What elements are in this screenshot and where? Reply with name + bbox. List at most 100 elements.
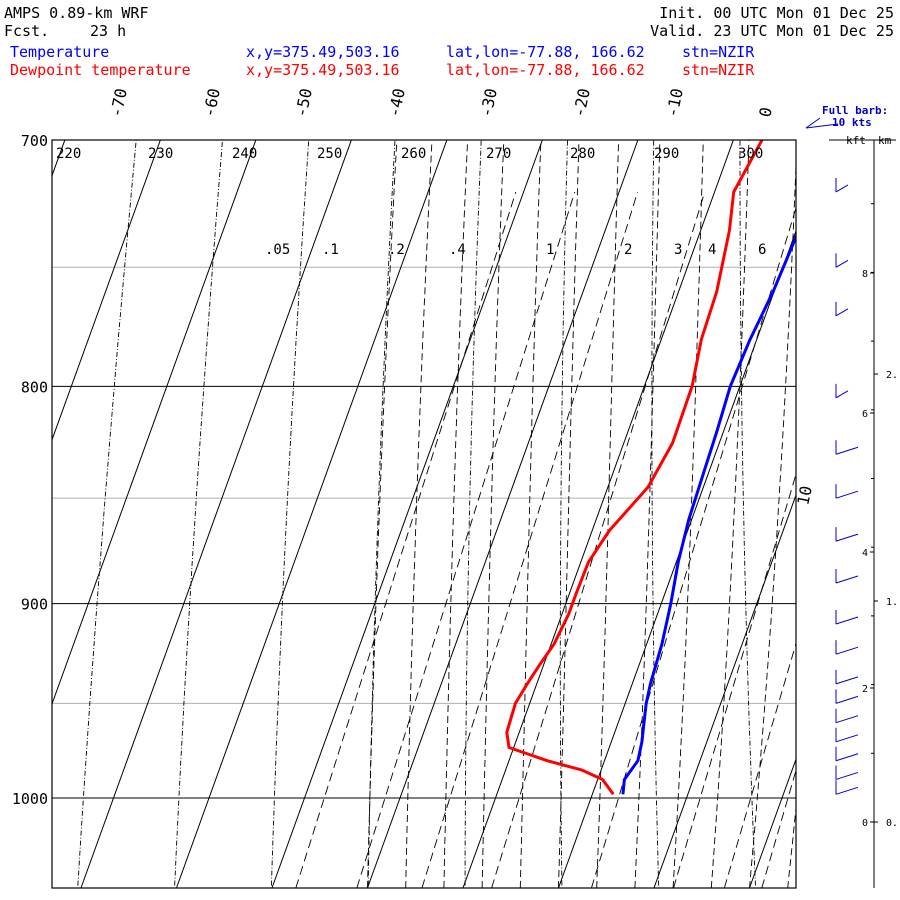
temp-latlon: lat,lon=-77.88, 166.62: [446, 43, 645, 61]
wind-barb: [835, 177, 849, 193]
temp-xy: x,y=375.49,503.16: [246, 43, 400, 61]
theta-label: 220: [56, 146, 81, 162]
moist-adiabat: [443, 140, 469, 888]
moist-adiabat: [672, 140, 704, 888]
wind-barb: [835, 440, 859, 455]
wind-barb: [835, 383, 849, 399]
km-tick-label: 1.: [886, 597, 898, 608]
barb-flag: [835, 646, 859, 655]
wind-barb: [835, 746, 859, 762]
isotherm: [366, 140, 639, 888]
theta-label: 250: [317, 146, 342, 162]
isotherm: [52, 140, 66, 178]
fcst-value: 23 h: [90, 22, 127, 40]
isotherm: [175, 140, 448, 888]
pressure-label: 800: [21, 378, 48, 396]
wind-barb: [835, 689, 859, 704]
barb-flag: [835, 575, 859, 584]
theta-label: 230: [148, 146, 173, 162]
barb-key-flag: [805, 123, 839, 129]
kft-label: kft: [846, 134, 866, 147]
pressure-label: 700: [21, 132, 48, 150]
mixing-ratio-line: [723, 642, 796, 888]
init-time: Init. 00 UTC Mon 01 Dec 25: [659, 4, 894, 22]
barb-flag: [835, 616, 859, 625]
isotherm: [462, 140, 734, 888]
mixing-ratio-label: 2: [624, 242, 632, 258]
wind-barb: [835, 527, 859, 542]
moist-adiabat: [519, 140, 542, 888]
fcst-label: Fcst.: [4, 22, 50, 40]
mixing-ratio-label: .1: [322, 242, 339, 258]
wind-barb: [835, 253, 849, 268]
barb-flag: [835, 259, 849, 268]
km-label: km: [878, 134, 892, 147]
dry-adiabat: [174, 140, 223, 888]
barb-flag: [835, 786, 859, 795]
kft-tick-label: 6: [862, 409, 868, 420]
wind-barb: [835, 727, 859, 743]
barb-flag: [835, 490, 859, 499]
mixing-ratio-line: [491, 191, 706, 888]
wind-barb: [835, 569, 859, 584]
dry-adiabat: [77, 140, 137, 888]
mixing-ratio-label: 6: [758, 242, 766, 258]
barb-flag: [835, 695, 859, 704]
kft-tick-label: 2: [862, 684, 868, 695]
isotherm-label: -70: [106, 87, 131, 119]
theta-label: 290: [654, 146, 679, 162]
wind-barb: [835, 610, 859, 625]
mixing-ratio-label: 1: [546, 242, 554, 258]
moist-adiabat: [481, 140, 505, 888]
kft-tick-label: 4: [862, 548, 868, 559]
wind-barb: [835, 780, 859, 795]
valid-time: Valid. 23 UTC Mon 01 Dec 25: [650, 22, 894, 40]
moist-adiabat: [710, 140, 750, 888]
moist-adiabat: [367, 140, 398, 888]
dry-adiabat: [651, 140, 660, 888]
mixing-ratio-line: [673, 472, 796, 888]
isotherm-label: -30: [476, 87, 501, 119]
wind-barb: [835, 301, 849, 317]
plot-area: [52, 140, 796, 888]
theta-label: 300: [738, 146, 763, 162]
km-tick-label: 2.: [886, 370, 898, 381]
kft-tick-label: 0: [862, 818, 868, 829]
dry-adiabat: [367, 140, 396, 888]
temperature-legend: Temperature: [10, 43, 110, 61]
pressure-label: 900: [21, 596, 48, 614]
barb-flag: [835, 533, 859, 542]
pressure-label: 1000: [12, 790, 48, 808]
isotherm-label: -20: [569, 87, 594, 119]
isotherm-label: 10: [793, 484, 816, 507]
isotherm-label: 0: [755, 105, 776, 118]
moist-adiabat: [634, 140, 661, 888]
height-axis: kft km 8 6 4 2 0 2. 1. 0.: [829, 134, 898, 888]
dew-latlon: lat,lon=-77.88, 166.62: [446, 61, 645, 79]
isotherm-label: -50: [291, 87, 316, 119]
mixing-ratio-label: .4: [449, 242, 466, 258]
mixing-ratio-label: 4: [708, 242, 716, 258]
barb-flag: [835, 715, 859, 724]
dew-stn: stn=NZIR: [682, 61, 755, 79]
kft-tick-label: 8: [862, 269, 868, 280]
moist-adiabat: [749, 156, 796, 888]
barb-flag: [835, 390, 849, 399]
barb-flag: [835, 771, 859, 780]
dry-adiabat: [739, 140, 757, 888]
plot-frame: [51, 139, 797, 889]
mixing-ratio-line: [817, 192, 900, 888]
isotherm-label: -10: [662, 87, 687, 119]
barb-key-line1: Full barb:: [822, 104, 888, 117]
mixing-ratio-line: [295, 191, 517, 888]
dew-xy: x,y=375.49,503.16: [246, 61, 400, 79]
dewpoint-profile: [505, 140, 764, 796]
isotherm: [653, 493, 796, 888]
barb-flag: [835, 676, 859, 685]
wind-barb: [835, 708, 859, 724]
wind-barb: [835, 640, 859, 655]
isotherm: [271, 140, 543, 888]
isotherm: [0, 3, 19, 888]
